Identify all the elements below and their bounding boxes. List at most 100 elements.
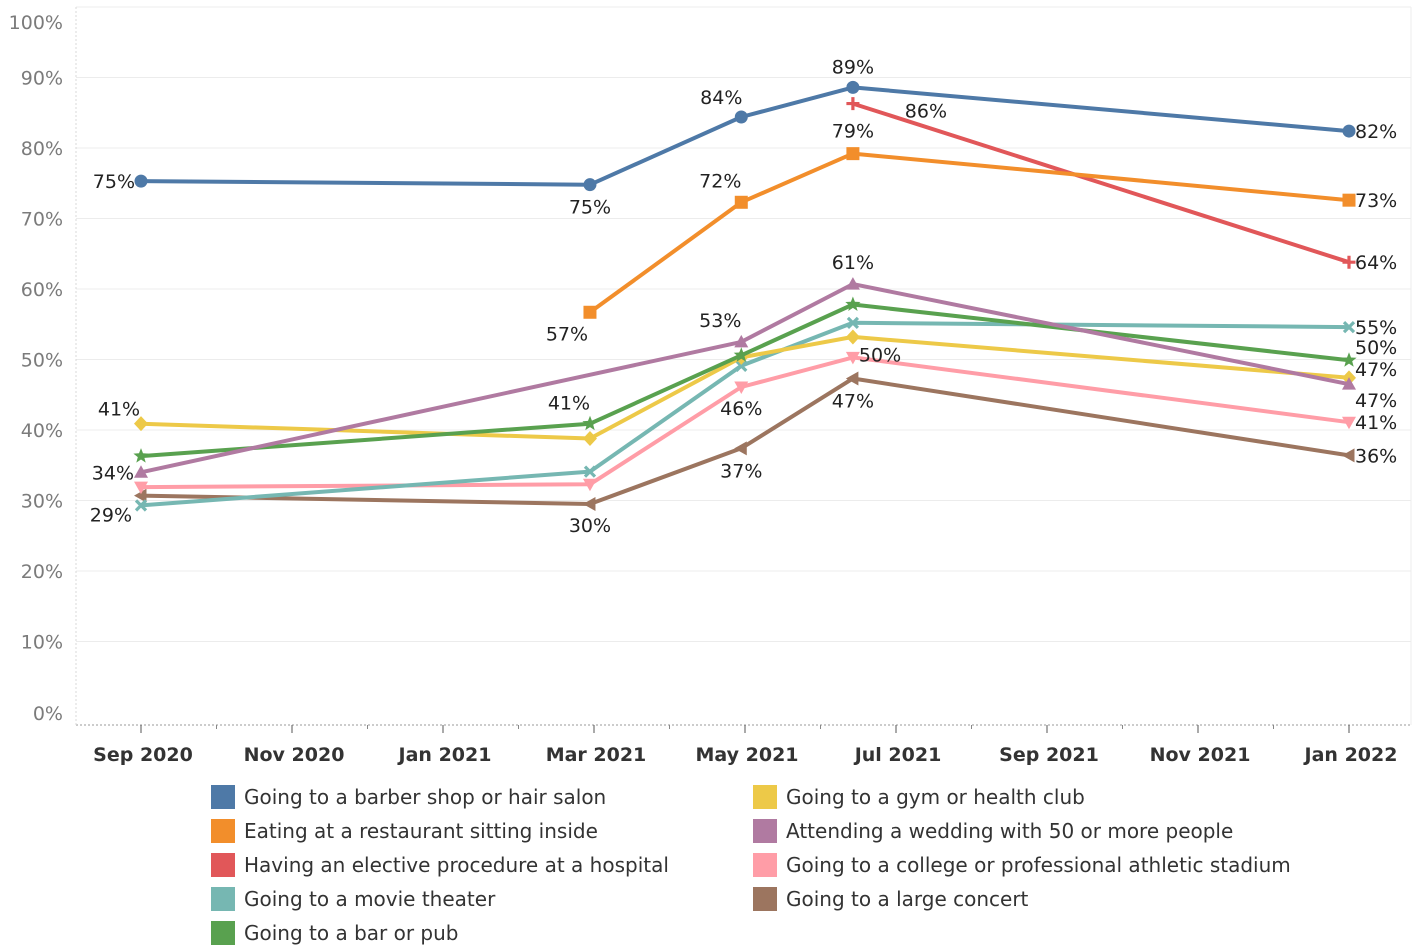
series-going-to-a-bar-or-pub xyxy=(133,296,1357,463)
series-line-attending-a-wedding-with-50-or-more-people xyxy=(139,282,1351,475)
legend-swatch xyxy=(211,921,235,945)
data-point-marker xyxy=(133,448,149,463)
y-tick-label: 50% xyxy=(21,350,63,372)
data-label: 86% xyxy=(905,101,947,123)
data-point-marker xyxy=(1342,320,1356,334)
data-point-marker xyxy=(845,351,860,365)
legend-item-going-to-a-gym-or-health-club: Going to a gym or health club xyxy=(753,784,1085,810)
x-tick-label: May 2021 xyxy=(695,744,798,766)
legend-item-going-to-a-bar-or-pub: Going to a bar or pub xyxy=(211,920,458,946)
data-point-marker xyxy=(846,97,860,111)
legend-label: Attending a wedding with 50 or more peop… xyxy=(786,819,1234,843)
legend-swatch xyxy=(753,785,777,809)
data-label: 89% xyxy=(832,56,874,78)
y-tick-label: 0% xyxy=(33,703,63,725)
data-label: 47% xyxy=(1355,359,1397,381)
legend-item-going-to-a-barber-shop-or-hair-salon: Going to a barber shop or hair salon xyxy=(211,784,606,810)
series-line-eating-at-a-restaurant-sitting-inside xyxy=(588,151,1351,315)
legend-label: Having an elective procedure at a hospit… xyxy=(244,853,669,877)
data-label: 75% xyxy=(93,171,135,193)
legend-label: Going to a large concert xyxy=(786,887,1029,911)
data-point-marker xyxy=(134,499,148,512)
data-label: 84% xyxy=(700,87,742,109)
legend-swatch xyxy=(211,819,235,843)
data-point-marker xyxy=(734,334,749,348)
data-point-marker xyxy=(734,195,748,209)
legend: Going to a barber shop or hair salon Eati… xyxy=(211,783,1361,946)
legend-swatch xyxy=(211,887,235,911)
legend-item-going-to-a-large-concert: Going to a large concert xyxy=(753,886,1028,912)
legend-label: Going to a barber shop or hair salon xyxy=(244,785,607,809)
data-point-marker xyxy=(583,465,597,478)
y-tick-label: 70% xyxy=(21,209,63,231)
x-tick-label: Nov 2020 xyxy=(244,744,345,766)
data-point-marker xyxy=(583,305,597,319)
data-label: 50% xyxy=(1355,337,1397,359)
data-point-marker xyxy=(1342,448,1355,463)
data-point-marker xyxy=(134,416,148,432)
data-point-marker xyxy=(582,430,597,446)
series-layer xyxy=(133,80,1357,512)
legend-swatch xyxy=(211,785,235,809)
data-label: 41% xyxy=(548,393,590,415)
legend-item-going-to-a-movie-theater: Going to a movie theater xyxy=(211,886,495,912)
data-point-marker xyxy=(845,329,860,345)
data-label: 29% xyxy=(90,504,132,526)
data-labels: 75% 75% 84% 89% 82% 57% 72% 79% 73% 86% 64% 29% 55% 4… xyxy=(90,56,1397,537)
data-label: 73% xyxy=(1355,190,1397,212)
y-tick-label: 60% xyxy=(21,279,63,301)
legend-item-going-to-a-college-or-professional-athletic-stadium: Going to a college or professional athle… xyxy=(753,852,1291,878)
data-label: 57% xyxy=(546,323,588,345)
x-tick-label: Sep 2020 xyxy=(93,744,193,766)
series-eating-at-a-restaurant-sitting-inside xyxy=(583,147,1356,319)
data-label: 53% xyxy=(699,310,741,332)
legend-label: Eating at a restaurant sitting inside xyxy=(244,819,598,843)
data-point-marker xyxy=(1342,193,1356,207)
data-point-marker xyxy=(845,371,859,386)
series-line-going-to-a-barber-shop-or-hair-salon xyxy=(139,85,1351,187)
data-point-marker xyxy=(134,488,147,503)
legend-label: Going to a bar or pub xyxy=(244,921,459,945)
data-point-marker xyxy=(134,465,148,478)
y-tick-label: 80% xyxy=(21,138,63,160)
series-having-an-elective-procedure-at-a-hospital xyxy=(846,97,1356,269)
legend-item-attending-a-wedding-with-50-or-more-people: Attending a wedding with 50 or more peop… xyxy=(753,818,1233,844)
x-tick-label: Jan 2022 xyxy=(1303,744,1398,766)
data-point-marker xyxy=(1342,124,1356,138)
x-tick-label: Mar 2021 xyxy=(546,744,647,766)
data-label: 37% xyxy=(720,460,762,482)
data-point-marker xyxy=(1341,352,1357,367)
legend-swatch xyxy=(753,887,777,911)
data-point-marker xyxy=(1342,377,1356,390)
legend-swatch xyxy=(753,819,777,843)
x-tick-label: Sep 2021 xyxy=(999,744,1099,766)
legend-item-having-an-elective-procedure-at-a-hospital: Having an elective procedure at a hospit… xyxy=(211,852,669,878)
y-tick-label: 100% xyxy=(9,12,63,34)
x-tick-label: Jul 2021 xyxy=(853,744,942,766)
data-point-marker xyxy=(846,316,860,329)
y-tick-label: 90% xyxy=(21,68,63,90)
series-line-having-an-elective-procedure-at-a-hospital xyxy=(850,101,1351,265)
series-attending-a-wedding-with-50-or-more-people xyxy=(134,277,1356,478)
data-point-marker xyxy=(845,296,861,311)
series-going-to-a-large-concert xyxy=(134,371,1355,512)
data-label: 30% xyxy=(569,515,611,537)
data-point-marker xyxy=(1342,255,1356,269)
legend-label: Going to a college or professional athle… xyxy=(786,853,1291,877)
data-label: 72% xyxy=(699,170,741,192)
x-tick-label: Jan 2021 xyxy=(397,744,492,766)
data-label: 47% xyxy=(832,391,874,413)
data-point-marker xyxy=(582,478,597,492)
legend-label: Going to a movie theater xyxy=(244,887,496,911)
data-point-marker xyxy=(846,147,860,161)
data-label: 61% xyxy=(832,252,874,274)
data-point-marker xyxy=(134,174,148,188)
data-label: 34% xyxy=(92,462,134,484)
data-label: 36% xyxy=(1355,445,1397,467)
data-point-marker xyxy=(734,381,749,394)
data-point-marker xyxy=(582,415,598,431)
y-tick-label: 30% xyxy=(21,491,63,513)
legend-swatch xyxy=(753,853,777,877)
data-label: 79% xyxy=(832,121,874,143)
data-point-marker xyxy=(735,359,748,372)
